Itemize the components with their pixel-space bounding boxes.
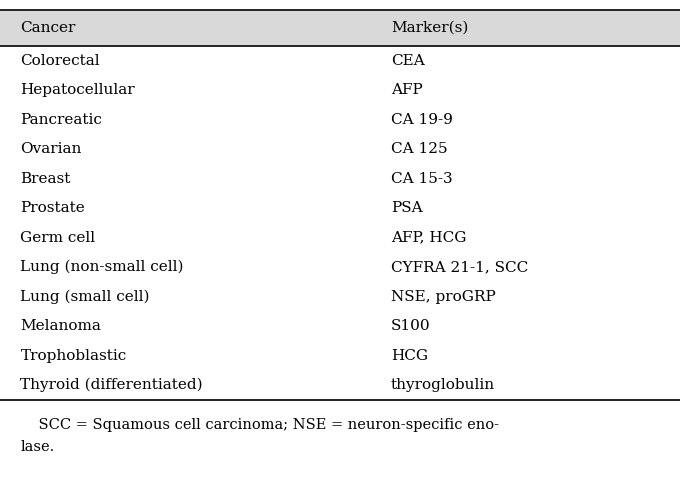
Text: CA 15-3: CA 15-3 [391, 172, 453, 186]
Text: Ovarian: Ovarian [20, 142, 82, 156]
Text: Colorectal: Colorectal [20, 54, 100, 68]
Text: NSE, proGRP: NSE, proGRP [391, 290, 496, 304]
Text: CA 125: CA 125 [391, 142, 447, 156]
Text: SCC = Squamous cell carcinoma; NSE = neuron-specific eno-: SCC = Squamous cell carcinoma; NSE = neu… [20, 418, 499, 432]
Text: Thyroid (differentiated): Thyroid (differentiated) [20, 378, 203, 392]
Text: PSA: PSA [391, 201, 423, 215]
Text: Trophoblastic: Trophoblastic [20, 349, 126, 363]
Text: CA 19-9: CA 19-9 [391, 113, 453, 127]
Text: CEA: CEA [391, 54, 425, 68]
Text: lase.: lase. [20, 440, 54, 454]
Text: Cancer: Cancer [20, 21, 75, 35]
Text: Germ cell: Germ cell [20, 231, 95, 245]
Text: Hepatocellular: Hepatocellular [20, 83, 135, 97]
Text: AFP: AFP [391, 83, 423, 97]
Text: Melanoma: Melanoma [20, 319, 101, 333]
Text: Prostate: Prostate [20, 201, 85, 215]
Text: thyroglobulin: thyroglobulin [391, 378, 495, 392]
FancyBboxPatch shape [0, 10, 680, 46]
Text: Lung (non-small cell): Lung (non-small cell) [20, 260, 184, 275]
Text: AFP, HCG: AFP, HCG [391, 231, 466, 245]
Text: S100: S100 [391, 319, 430, 333]
Text: Breast: Breast [20, 172, 71, 186]
Text: CYFRA 21-1, SCC: CYFRA 21-1, SCC [391, 260, 528, 274]
Text: Lung (small cell): Lung (small cell) [20, 290, 150, 304]
Text: Pancreatic: Pancreatic [20, 113, 102, 127]
Text: HCG: HCG [391, 349, 428, 363]
Text: Marker(s): Marker(s) [391, 21, 469, 35]
